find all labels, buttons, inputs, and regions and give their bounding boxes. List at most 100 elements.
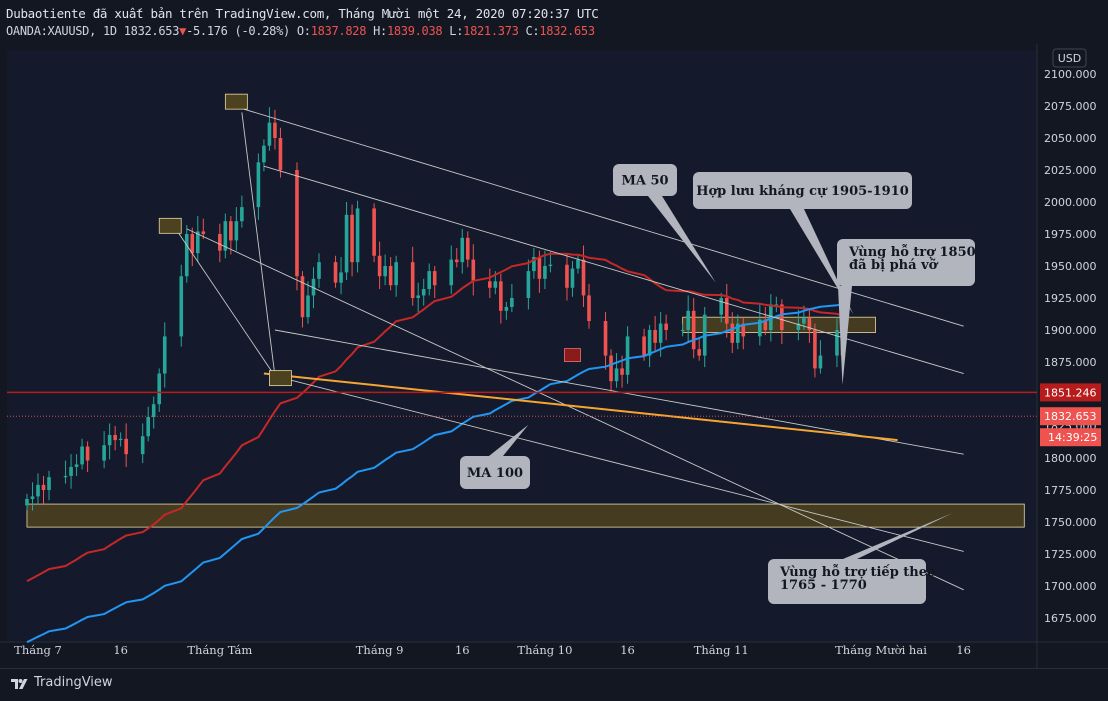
candle[interactable] <box>576 254 580 274</box>
candle[interactable] <box>388 257 393 291</box>
candle[interactable] <box>526 259 531 310</box>
candle[interactable] <box>195 216 200 263</box>
candle[interactable] <box>201 218 206 240</box>
candle[interactable] <box>383 254 387 286</box>
plot-area[interactable] <box>7 50 1037 642</box>
candle[interactable] <box>719 292 724 323</box>
candle[interactable] <box>69 454 73 489</box>
candle[interactable] <box>157 368 162 412</box>
candle[interactable] <box>267 107 272 151</box>
candle[interactable] <box>339 257 343 295</box>
candle[interactable] <box>118 432 123 447</box>
candle[interactable] <box>179 264 184 347</box>
candle[interactable] <box>664 314 668 341</box>
pivot-marker-3[interactable] <box>269 370 292 387</box>
candle[interactable] <box>372 203 376 263</box>
ma100-line[interactable] <box>26 303 843 644</box>
candle[interactable] <box>697 338 701 361</box>
candle[interactable] <box>614 353 619 388</box>
candle[interactable] <box>548 251 553 273</box>
candle[interactable] <box>543 250 547 290</box>
candle[interactable] <box>151 396 156 429</box>
candle[interactable] <box>691 298 696 359</box>
candle[interactable] <box>355 200 360 273</box>
connector-line-2[interactable] <box>175 228 276 377</box>
candle[interactable] <box>278 127 283 178</box>
candle[interactable] <box>410 246 415 306</box>
callout-1[interactable]: Hợp lưu kháng cự 1905-1910 <box>693 172 912 315</box>
candle[interactable] <box>680 323 685 337</box>
candle[interactable] <box>499 273 503 324</box>
candle[interactable] <box>74 454 79 476</box>
candle[interactable] <box>416 282 420 313</box>
candle[interactable] <box>818 340 823 374</box>
candle[interactable] <box>47 470 51 501</box>
connector-line[interactable] <box>241 112 276 377</box>
candle[interactable] <box>427 263 432 296</box>
candle[interactable] <box>510 283 514 313</box>
candle[interactable] <box>30 482 35 511</box>
candle[interactable] <box>460 228 465 274</box>
candle[interactable] <box>41 475 46 505</box>
candle[interactable] <box>317 253 321 288</box>
candle[interactable] <box>218 223 222 263</box>
candle[interactable] <box>162 322 167 388</box>
candle[interactable] <box>774 296 779 313</box>
candle[interactable] <box>113 426 117 451</box>
candle[interactable] <box>223 213 228 259</box>
callout-0[interactable]: MA 50 <box>613 164 716 283</box>
candle[interactable] <box>421 278 426 306</box>
candle[interactable] <box>25 493 29 511</box>
candle[interactable] <box>807 308 812 343</box>
candle[interactable] <box>262 139 266 172</box>
candle[interactable] <box>625 326 630 384</box>
tradingview-logo[interactable]: TradingView <box>10 675 113 690</box>
candle[interactable] <box>686 295 690 343</box>
candle[interactable] <box>587 283 591 329</box>
candle[interactable] <box>465 231 470 268</box>
candle[interactable] <box>724 283 729 338</box>
candle[interactable] <box>350 204 354 277</box>
candle[interactable] <box>229 216 233 255</box>
candle[interactable] <box>449 245 454 295</box>
candle[interactable] <box>432 266 437 298</box>
callout-3[interactable]: MA 100 <box>460 424 530 489</box>
candle[interactable] <box>273 109 277 150</box>
candle[interactable] <box>570 260 575 297</box>
candle[interactable] <box>565 254 569 301</box>
candle[interactable] <box>306 281 310 324</box>
candle[interactable] <box>488 268 492 298</box>
candle[interactable] <box>190 227 195 266</box>
candle[interactable] <box>234 207 239 251</box>
candle[interactable] <box>813 323 817 378</box>
candle[interactable] <box>394 255 398 297</box>
candle[interactable] <box>80 438 84 470</box>
candle[interactable] <box>532 248 536 279</box>
candle[interactable] <box>504 301 509 320</box>
candle[interactable] <box>300 271 305 328</box>
candle[interactable] <box>295 162 299 291</box>
candle[interactable] <box>758 304 762 346</box>
orange-trend-line[interactable] <box>263 372 898 442</box>
candle[interactable] <box>344 202 349 281</box>
candle[interactable] <box>256 153 261 220</box>
candle[interactable] <box>63 460 68 484</box>
candle[interactable] <box>603 312 608 370</box>
candle[interactable] <box>730 312 735 354</box>
candle[interactable] <box>146 406 150 442</box>
candle[interactable] <box>240 195 244 228</box>
candle[interactable] <box>184 225 189 283</box>
candle[interactable] <box>835 317 839 368</box>
price-chart[interactable]: MA 50 Hợp lưu kháng cự 1905-1910 Vùng hỗ t… <box>0 44 1108 668</box>
pivot-marker-4[interactable] <box>564 348 581 363</box>
candle[interactable] <box>735 314 740 350</box>
channel-line-4[interactable] <box>274 375 964 552</box>
support-zone-0[interactable] <box>26 503 1025 528</box>
candle[interactable] <box>124 423 128 467</box>
pivot-marker-2[interactable] <box>224 93 248 110</box>
candle[interactable] <box>333 255 338 288</box>
candle[interactable] <box>471 244 476 296</box>
pivot-marker-1[interactable] <box>158 217 182 234</box>
